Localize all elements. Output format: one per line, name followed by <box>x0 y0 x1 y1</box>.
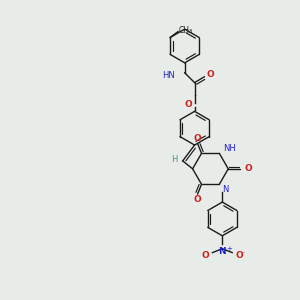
Text: O: O <box>202 251 209 260</box>
Text: O: O <box>235 251 243 260</box>
Text: CH₃: CH₃ <box>179 26 193 35</box>
Text: O: O <box>206 70 214 79</box>
Text: HN: HN <box>162 71 175 80</box>
Text: O: O <box>185 100 193 109</box>
Text: +: + <box>226 246 232 252</box>
Text: O: O <box>194 134 201 143</box>
Text: N: N <box>218 247 226 256</box>
Text: NH: NH <box>223 144 236 153</box>
Text: ⁻: ⁻ <box>240 249 244 258</box>
Text: O: O <box>244 164 252 173</box>
Text: N: N <box>222 185 229 194</box>
Text: O: O <box>194 195 201 204</box>
Text: H: H <box>171 155 178 164</box>
